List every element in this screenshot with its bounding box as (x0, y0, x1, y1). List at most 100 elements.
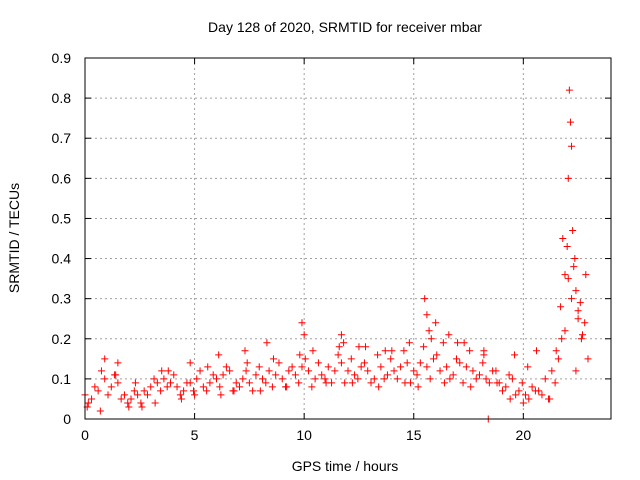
data-point (427, 335, 435, 343)
data-point (462, 363, 470, 371)
data-point (552, 347, 560, 355)
data-point (525, 395, 533, 403)
data-point (101, 355, 109, 363)
data-point (305, 367, 313, 375)
data-point (485, 379, 493, 387)
data-point (582, 271, 590, 279)
data-point (357, 363, 365, 371)
data-point (362, 343, 370, 351)
data-point (186, 359, 194, 367)
data-point (196, 367, 204, 375)
data-point (189, 387, 197, 395)
data-point (213, 375, 220, 383)
data-point (173, 383, 181, 391)
data-point (364, 367, 372, 375)
data-point (341, 379, 349, 387)
data-point (334, 351, 342, 359)
data-point (574, 307, 582, 315)
x-tick-label: 0 (81, 427, 89, 443)
data-point (204, 363, 212, 371)
data-point (405, 339, 413, 347)
y-tick-label: 0.8 (52, 90, 72, 106)
data-point (423, 311, 431, 319)
data-point (413, 371, 421, 379)
data-point (511, 351, 519, 359)
data-point (272, 371, 280, 379)
data-point (265, 367, 273, 375)
data-point (554, 355, 562, 363)
y-axis-label: SRMTID / TECUs (6, 183, 22, 293)
data-point (191, 391, 199, 399)
data-point (416, 359, 424, 367)
data-point (508, 375, 516, 383)
data-point (104, 391, 112, 399)
data-point (445, 331, 453, 339)
data-point (459, 379, 467, 387)
data-point (301, 355, 309, 363)
data-point (400, 347, 408, 355)
data-point (193, 375, 201, 383)
data-point (370, 375, 378, 383)
data-point (255, 363, 263, 371)
data-point (472, 375, 480, 383)
y-tick-label: 0.4 (52, 251, 72, 267)
data-point (559, 235, 567, 242)
data-point (242, 367, 250, 375)
data-point (374, 351, 382, 359)
data-point (131, 379, 139, 387)
data-point (541, 375, 549, 383)
data-point (84, 399, 92, 407)
data-point (252, 371, 260, 379)
data-point (311, 375, 319, 383)
data-point (147, 383, 155, 391)
x-tick-label: 10 (296, 427, 312, 443)
data-point (449, 371, 457, 379)
data-point (120, 391, 128, 399)
data-point (206, 379, 214, 387)
data-point (390, 367, 398, 375)
data-point (558, 335, 566, 343)
data-point (568, 295, 576, 303)
y-tick-label: 0.3 (52, 291, 72, 307)
data-point (170, 371, 178, 379)
data-point (296, 351, 304, 359)
data-point (335, 343, 343, 351)
data-point (538, 391, 546, 399)
chart-title: Day 128 of 2020, SRMTID for receiver mba… (208, 19, 482, 35)
data-point (355, 343, 363, 351)
data-point (388, 347, 396, 355)
data-point (479, 359, 487, 367)
data-point (138, 403, 146, 411)
data-point (439, 339, 447, 347)
data-point (571, 255, 579, 263)
data-point (222, 363, 230, 371)
data-point (381, 347, 389, 355)
data-point (216, 383, 224, 391)
data-point (151, 399, 159, 407)
data-point (183, 379, 191, 387)
data-point (140, 387, 148, 395)
data-point (360, 359, 368, 367)
data-point (137, 399, 145, 407)
data-point (566, 118, 574, 126)
data-point (421, 295, 429, 303)
data-point (337, 359, 345, 367)
data-point (403, 359, 411, 367)
data-point (572, 287, 580, 295)
data-point (466, 347, 474, 355)
data-point (492, 367, 500, 375)
data-point (569, 226, 577, 234)
data-point (375, 383, 383, 391)
data-point (158, 367, 166, 375)
data-point (576, 299, 584, 307)
data-point (515, 387, 523, 395)
data-point (269, 355, 277, 363)
data-points (81, 86, 592, 423)
data-point (300, 331, 308, 339)
data-point (163, 383, 171, 391)
data-point (380, 375, 388, 383)
data-point (321, 375, 329, 383)
data-point (561, 271, 569, 279)
data-point (107, 383, 115, 391)
data-point (531, 387, 539, 395)
